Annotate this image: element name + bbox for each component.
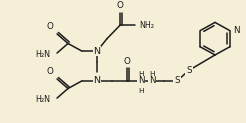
Text: N: N — [149, 76, 155, 85]
Text: O: O — [46, 67, 53, 76]
Text: N: N — [93, 47, 101, 56]
Text: O: O — [117, 1, 123, 10]
Text: S: S — [186, 66, 192, 75]
Text: H₂N: H₂N — [35, 50, 50, 59]
Text: N: N — [138, 76, 144, 85]
Text: H₂N: H₂N — [35, 95, 50, 104]
Text: H: H — [149, 71, 155, 77]
Text: H: H — [138, 88, 144, 94]
Text: N: N — [233, 26, 239, 35]
Text: NH₂: NH₂ — [139, 21, 154, 30]
Text: N: N — [93, 76, 101, 85]
Text: O: O — [46, 22, 53, 31]
Text: O: O — [123, 56, 130, 66]
Text: S: S — [174, 76, 180, 85]
Text: H: H — [138, 71, 144, 77]
